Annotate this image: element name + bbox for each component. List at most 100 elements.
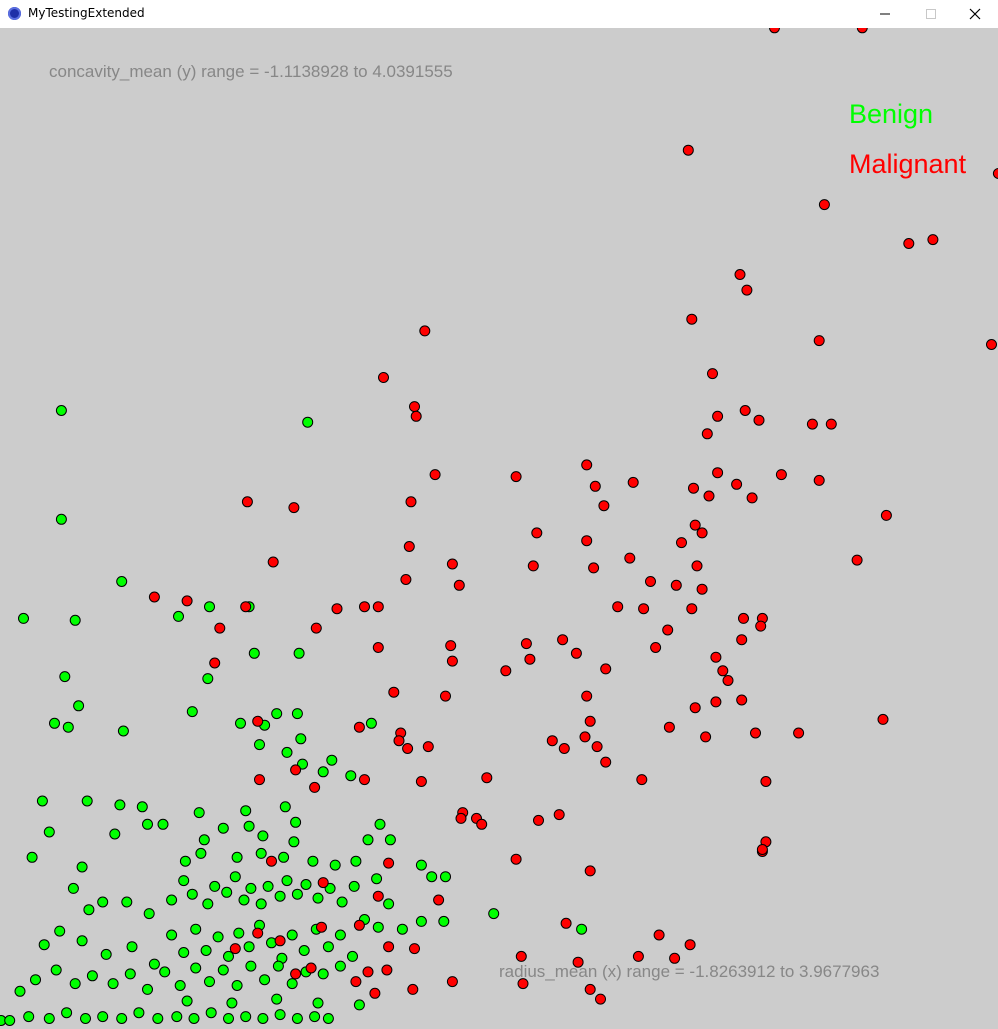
malignant-point	[775, 469, 787, 481]
benign-point	[317, 766, 329, 778]
malignant-point	[653, 929, 665, 941]
benign-point	[204, 976, 215, 988]
benign-point	[121, 896, 133, 908]
malignant-point	[520, 638, 532, 650]
benign-point	[26, 851, 38, 863]
benign-point	[243, 941, 255, 953]
malignant-point	[524, 653, 536, 665]
benign-point	[312, 892, 324, 904]
benign-point	[307, 855, 319, 867]
benign-point	[36, 795, 48, 807]
malignant-point	[927, 234, 939, 246]
malignant-point	[600, 756, 612, 768]
benign-point	[286, 978, 298, 990]
benign-point	[202, 673, 214, 685]
malignant-point	[903, 238, 915, 249]
benign-point	[576, 923, 588, 935]
legend-benign: Benign	[849, 99, 934, 129]
malignant-point	[581, 459, 593, 471]
benign-point	[383, 898, 395, 910]
malignant-point	[209, 657, 221, 669]
benign-point	[142, 983, 153, 995]
benign-point	[245, 882, 257, 894]
benign-point	[83, 904, 95, 916]
benign-point	[116, 576, 128, 587]
malignant-point	[500, 665, 512, 677]
benign-point	[59, 671, 71, 683]
malignant-point	[378, 372, 389, 383]
malignant-point	[317, 877, 329, 889]
malignant-point	[688, 482, 699, 494]
malignant-point	[700, 731, 712, 743]
malignant-point	[746, 492, 758, 504]
malignant-point	[546, 735, 558, 747]
malignant-point	[440, 690, 451, 702]
minimize-button[interactable]	[862, 0, 908, 28]
benign-point	[347, 950, 358, 962]
benign-point	[255, 847, 267, 859]
malignant-point	[825, 418, 837, 430]
malignant-point	[880, 509, 892, 521]
malignant-point	[214, 622, 226, 634]
malignant-point	[676, 537, 687, 549]
benign-point	[30, 974, 41, 986]
malignant-point	[331, 603, 343, 615]
malignant-point	[717, 665, 729, 677]
malignant-point	[689, 519, 701, 531]
malignant-point	[419, 325, 431, 337]
benign-point	[229, 871, 241, 883]
benign-point	[254, 739, 265, 751]
malignant-point	[806, 418, 818, 430]
malignant-point	[267, 556, 279, 568]
benign-point	[278, 851, 290, 863]
benign-point	[114, 799, 126, 811]
malignant-point	[393, 735, 405, 747]
malignant-point	[579, 731, 591, 743]
benign-point	[49, 717, 60, 729]
benign-point	[348, 880, 360, 892]
benign-point	[438, 915, 450, 927]
malignant-point	[591, 741, 603, 753]
malignant-point	[818, 199, 830, 211]
benign-point	[257, 830, 269, 842]
benign-point	[290, 816, 302, 828]
benign-point	[190, 923, 202, 935]
malignant-point	[446, 558, 458, 570]
malignant-point	[696, 527, 708, 539]
benign-point	[243, 820, 255, 832]
benign-point	[291, 888, 303, 900]
malignant-point	[510, 471, 522, 483]
benign-point	[209, 880, 221, 892]
legend-malignant: Malignant	[849, 149, 967, 179]
malignant-point	[410, 410, 422, 422]
benign-point	[188, 1013, 200, 1024]
benign-point	[488, 908, 500, 920]
benign-point	[55, 405, 67, 416]
malignant-point	[595, 993, 606, 1005]
benign-point	[326, 754, 338, 766]
malignant-point	[856, 28, 868, 34]
benign-point	[81, 795, 93, 807]
malignant-point	[254, 774, 265, 786]
benign-point	[291, 1013, 303, 1024]
benign-point	[190, 962, 202, 974]
benign-point	[166, 929, 178, 941]
maximize-button[interactable]	[908, 0, 954, 28]
benign-point	[142, 818, 153, 830]
malignant-point	[381, 964, 393, 976]
malignant-point	[741, 284, 753, 296]
malignant-point	[531, 527, 543, 539]
close-button[interactable]	[952, 0, 998, 28]
malignant-point	[359, 601, 370, 613]
malignant-point	[570, 647, 582, 659]
benign-point	[415, 859, 427, 871]
benign-point	[262, 880, 274, 892]
malignant-point	[445, 640, 457, 652]
malignant-point	[241, 496, 253, 508]
benign-point	[255, 898, 267, 910]
malignant-point	[415, 776, 427, 787]
benign-point	[221, 886, 233, 898]
malignant-point	[738, 612, 749, 624]
benign-point	[50, 964, 62, 976]
malignant-point	[557, 634, 569, 646]
